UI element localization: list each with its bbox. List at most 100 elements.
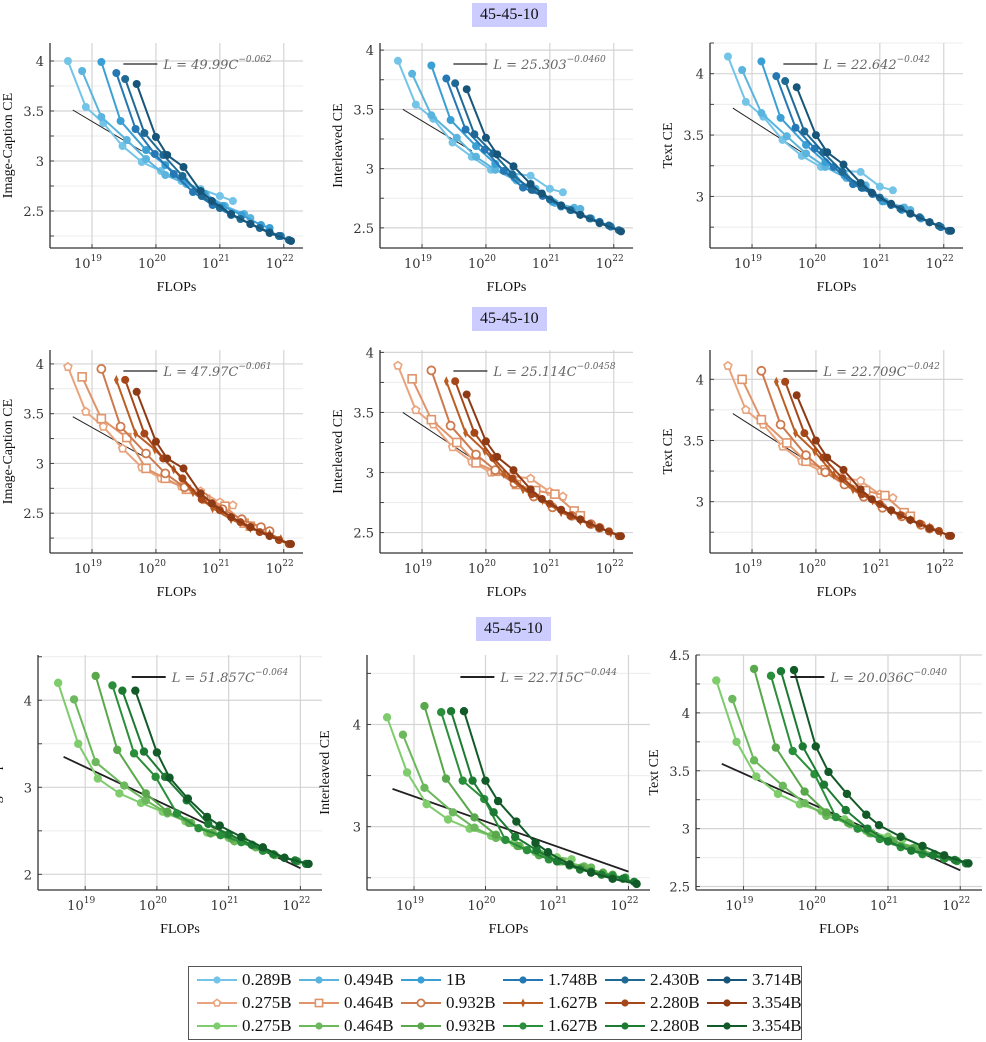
legend-marker xyxy=(212,998,222,1007)
data-point xyxy=(491,165,500,174)
data-point xyxy=(446,116,455,125)
data-point xyxy=(265,532,274,541)
data-point xyxy=(802,140,811,149)
data-point xyxy=(801,450,811,461)
data-point xyxy=(792,83,801,92)
x-tick-label: 1019 xyxy=(726,896,754,914)
series-3.354B xyxy=(131,686,313,869)
data-point xyxy=(863,824,872,833)
fit-equation: L = 25.303−0.0460 xyxy=(492,55,606,73)
circle-marker-icon xyxy=(707,1022,747,1030)
legend-item: 1.627B xyxy=(501,991,598,1015)
data-point xyxy=(773,789,783,799)
circle-marker-icon xyxy=(503,1022,543,1030)
x-tick-label: 1019 xyxy=(74,254,102,272)
data-point xyxy=(756,414,767,425)
series-line xyxy=(134,690,309,865)
data-point xyxy=(194,824,203,833)
legend-marker xyxy=(213,1022,221,1030)
fit-equation: L = 22.709C−0.042 xyxy=(822,362,940,380)
data-point xyxy=(782,132,791,141)
data-point xyxy=(608,874,617,883)
data-point xyxy=(446,706,456,716)
fit-equation: L = 51.857C−0.064 xyxy=(171,668,289,686)
data-point xyxy=(565,860,574,869)
x-axis-label: FLOPs xyxy=(487,585,527,600)
grid xyxy=(710,42,963,248)
y-tick-label: 2.5 xyxy=(23,507,44,522)
data-point xyxy=(204,819,213,829)
circle-marker-icon xyxy=(605,999,645,1007)
x-tick-label: 1020 xyxy=(798,254,826,272)
legend-item: 0.464B xyxy=(297,991,394,1015)
data-point xyxy=(617,227,626,236)
y-tick-label: 3.5 xyxy=(353,406,374,421)
data-point xyxy=(151,437,160,446)
grid xyxy=(38,655,322,890)
data-point xyxy=(461,125,470,134)
data-point xyxy=(617,532,626,541)
data-point xyxy=(150,150,159,158)
x-tick-label: 1022 xyxy=(266,559,294,577)
data-point xyxy=(393,360,403,370)
data-point xyxy=(481,776,490,785)
data-point xyxy=(472,142,481,151)
data-point xyxy=(771,743,781,752)
data-point xyxy=(819,780,829,789)
data-point xyxy=(463,427,468,438)
data-point xyxy=(907,846,916,855)
y-tick-label: 3 xyxy=(353,821,361,836)
data-point xyxy=(451,377,460,386)
y-tick-label: 3 xyxy=(682,823,690,838)
data-point xyxy=(116,117,125,125)
legend-label: 1.627B xyxy=(548,1016,598,1035)
fit-equation: L = 47.97C−0.061 xyxy=(162,362,271,380)
data-point xyxy=(856,485,865,494)
y-tick-label: 2 xyxy=(24,868,32,883)
legend-marker xyxy=(315,976,323,984)
data-point xyxy=(420,701,429,711)
legend-item: 2.430B xyxy=(603,968,700,992)
x-tick-label: 1019 xyxy=(74,559,102,577)
data-point xyxy=(557,505,566,514)
data-point xyxy=(470,823,479,832)
data-point xyxy=(800,429,809,438)
x-tick-label: 1019 xyxy=(404,254,432,272)
legend-marker xyxy=(621,999,629,1007)
grid xyxy=(50,43,303,248)
y-tick-label: 3.5 xyxy=(23,105,44,120)
data-point xyxy=(442,74,451,83)
series-line xyxy=(465,88,622,233)
data-point xyxy=(216,830,225,840)
data-point xyxy=(458,776,467,785)
data-point xyxy=(838,167,847,176)
fit-line xyxy=(72,416,143,456)
data-point xyxy=(131,686,140,695)
x-axis-label: FLOPs xyxy=(160,922,200,937)
fit-equation: L = 49.99C−0.062 xyxy=(162,55,272,73)
data-point xyxy=(96,413,107,424)
series-2.280B xyxy=(776,667,971,868)
data-point xyxy=(737,374,747,385)
x-tick-label: 1021 xyxy=(532,254,560,272)
data-point xyxy=(773,376,779,387)
y-tick-label: 2.5 xyxy=(353,222,374,237)
data-point xyxy=(831,469,837,480)
y-tick-label: 3 xyxy=(696,496,704,511)
data-point xyxy=(287,540,296,549)
data-point xyxy=(160,468,171,479)
data-point xyxy=(855,475,866,485)
y-tick-label: 2.5 xyxy=(353,527,374,542)
data-point xyxy=(121,75,130,83)
data-point xyxy=(163,807,172,816)
data-point xyxy=(265,229,274,237)
data-point xyxy=(867,188,876,197)
data-point xyxy=(781,377,790,386)
data-point xyxy=(481,133,490,142)
series-0.932B xyxy=(749,664,949,861)
legend-item: 0.289B xyxy=(195,968,292,992)
data-point xyxy=(91,757,100,767)
legend-label: 2.280B xyxy=(650,1016,700,1035)
